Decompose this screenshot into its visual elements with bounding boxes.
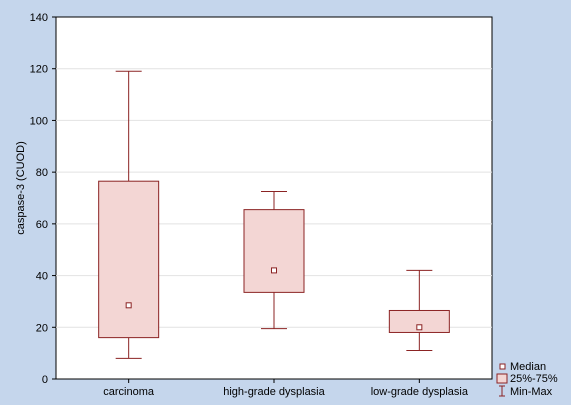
y-tick-label: 100 [30,115,48,127]
iqr-box [388,309,450,333]
median-marker [416,324,423,331]
y-tick-label: 60 [36,219,48,231]
y-tick-label: 140 [30,12,48,24]
x-category-label: low-grade dysplasia [371,386,469,398]
legend-range-label: Min-Max [510,386,553,398]
legend-median-icon [499,363,506,370]
y-tick-label: 0 [42,374,48,386]
iqr-box [243,209,305,293]
x-category-label: carcinoma [103,386,155,398]
legend-iqr-icon [496,373,508,384]
y-tick-label: 120 [30,64,48,76]
y-axis-title: caspase-3 (CUOD) [15,141,27,235]
legend-iqr-label: 25%-75% [510,373,558,385]
legend-median-label: Median [510,361,546,373]
y-tick-label: 40 [36,271,48,283]
median-marker [125,302,132,309]
median-marker [271,267,277,274]
y-tick-label: 80 [36,167,48,179]
x-category-label: high-grade dysplasia [223,386,325,398]
y-tick-label: 20 [36,322,48,334]
iqr-box [98,180,160,339]
